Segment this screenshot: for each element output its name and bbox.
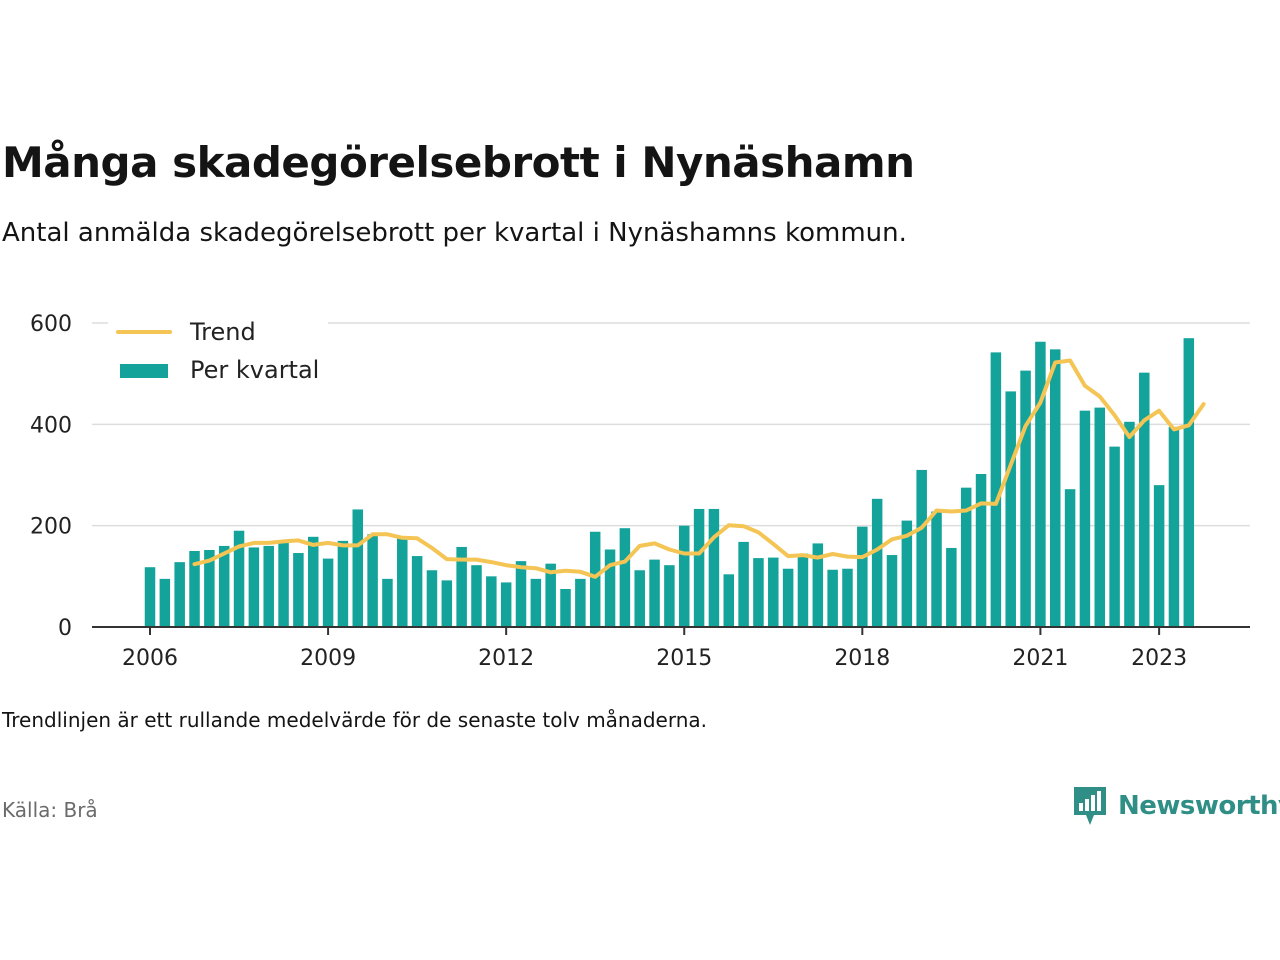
bar	[812, 543, 824, 627]
bar	[842, 568, 853, 627]
bar	[204, 549, 215, 627]
legend-bar-swatch	[120, 364, 168, 378]
bar	[1035, 341, 1046, 627]
bar	[233, 530, 245, 627]
bar	[649, 559, 660, 627]
bar	[159, 578, 171, 627]
bar	[144, 567, 156, 627]
y-tick-label: 400	[30, 413, 72, 438]
bar	[664, 565, 675, 627]
chart-title: Många skadegörelsebrott i Nynäshamn	[2, 138, 915, 187]
bar	[827, 569, 838, 627]
footnote: Trendlinjen är ett rullande medelvärde f…	[2, 708, 708, 732]
brand-name: Newsworthy	[1118, 791, 1280, 821]
bar	[1139, 372, 1150, 627]
bar	[382, 578, 393, 627]
bar	[886, 555, 898, 627]
bar	[738, 541, 749, 627]
bar	[797, 553, 809, 627]
bar	[322, 558, 334, 627]
bar	[471, 565, 482, 627]
bar	[634, 570, 645, 627]
bar	[975, 473, 987, 627]
bar	[575, 578, 586, 627]
bar	[560, 589, 571, 627]
bar	[263, 545, 274, 627]
y-axis-labels: 0 200 400 600	[30, 312, 72, 641]
bar	[1064, 489, 1076, 627]
x-axis-labels: 2006 2009 2012 2015 2018 2021 2023	[122, 627, 1187, 671]
bar	[1168, 426, 1180, 627]
newsworthy-logo-icon	[1074, 787, 1106, 825]
bar	[1183, 338, 1195, 627]
bar	[218, 545, 230, 627]
bar	[486, 576, 497, 627]
x-tick-label: 2006	[122, 646, 178, 671]
brand-logo: Newsworthy	[1072, 784, 1280, 828]
bar-series	[144, 338, 1195, 627]
bar	[693, 508, 705, 627]
bar	[1005, 391, 1016, 627]
legend-trend-label: Trend	[189, 318, 256, 346]
y-tick-label: 600	[30, 312, 72, 337]
bar	[916, 469, 927, 627]
bar	[604, 549, 616, 627]
bar	[397, 538, 408, 627]
bar	[946, 547, 957, 627]
trend-line	[192, 358, 1206, 579]
bar	[782, 568, 794, 627]
bar	[515, 561, 527, 627]
bar	[1020, 370, 1031, 627]
chart-subtitle: Antal anmälda skadegörelsebrott per kvar…	[2, 218, 907, 248]
bar	[367, 534, 378, 627]
bar	[931, 511, 942, 627]
bar	[768, 557, 779, 627]
source-label: Källa: Brå	[2, 798, 98, 822]
bar	[901, 520, 913, 627]
legend: Trend Per kvartal	[108, 314, 328, 404]
bar	[248, 547, 260, 627]
x-tick-label: 2015	[656, 646, 712, 671]
x-tick-label: 2023	[1131, 646, 1187, 671]
bar	[990, 352, 1002, 627]
bar	[1153, 485, 1165, 627]
x-tick-label: 2018	[834, 646, 890, 671]
bar	[619, 528, 631, 627]
bar	[530, 578, 542, 627]
bar	[753, 558, 764, 627]
bar	[174, 562, 185, 627]
bar	[1109, 446, 1120, 627]
y-tick-label: 200	[30, 515, 72, 540]
bar	[1094, 407, 1106, 627]
bar	[589, 531, 601, 627]
legend-bar-label: Per kvartal	[190, 356, 319, 384]
bar	[441, 580, 453, 627]
bar	[426, 570, 438, 627]
bar	[411, 556, 423, 627]
bar	[1124, 421, 1135, 627]
bar	[307, 536, 319, 627]
bar	[723, 574, 735, 627]
bar	[960, 487, 972, 627]
bar	[1049, 349, 1061, 627]
bar	[871, 498, 883, 627]
bar	[189, 551, 200, 627]
bar	[678, 525, 690, 627]
x-tick-label: 2009	[300, 646, 356, 671]
bar	[857, 526, 868, 627]
bar	[293, 553, 304, 627]
bar	[456, 546, 467, 627]
bar	[278, 541, 289, 627]
x-tick-label: 2012	[478, 646, 534, 671]
bar	[500, 582, 512, 627]
y-tick-label: 0	[58, 616, 72, 641]
bar	[337, 540, 349, 627]
x-tick-label: 2021	[1012, 646, 1068, 671]
bar	[1079, 410, 1091, 627]
legend-background	[108, 314, 328, 404]
bar	[708, 508, 720, 627]
bar	[545, 563, 556, 627]
bar	[352, 509, 364, 627]
